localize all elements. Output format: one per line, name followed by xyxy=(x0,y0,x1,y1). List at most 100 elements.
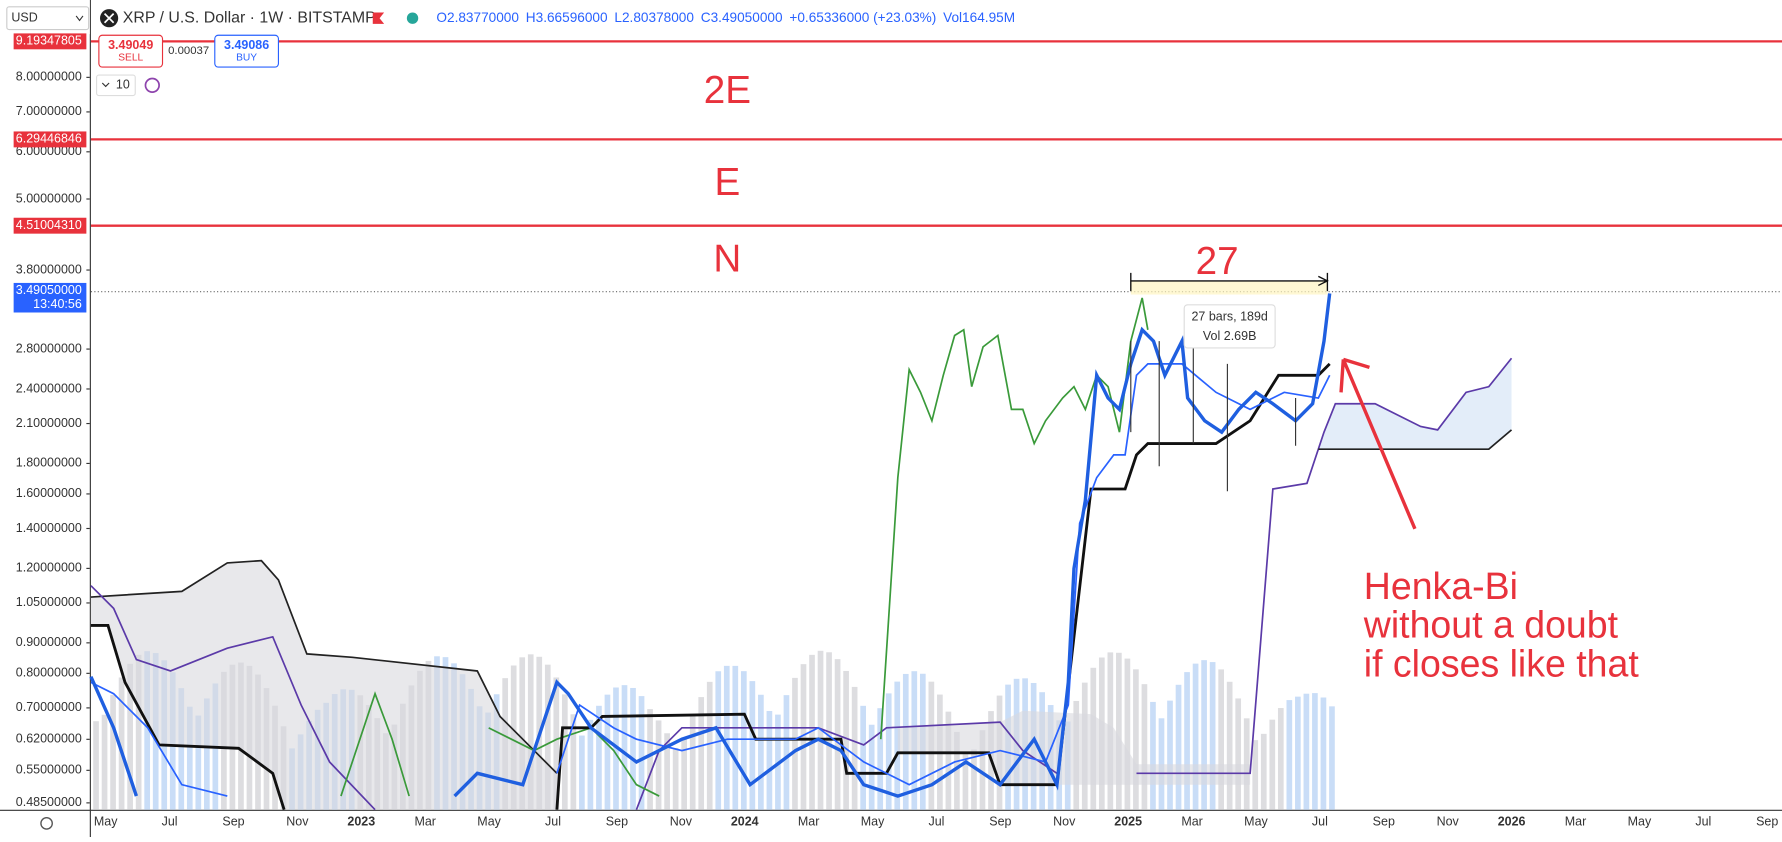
volume-bar-decor xyxy=(647,709,653,810)
symbol-icon-mark xyxy=(103,13,115,24)
volume-bar-decor xyxy=(621,685,628,810)
volume-bar-decor xyxy=(1277,708,1284,810)
volume-bar-decor xyxy=(843,670,849,810)
volume-bar-decor xyxy=(732,665,739,810)
volume-bar-decor xyxy=(740,671,747,810)
volume-bar-decor xyxy=(655,720,662,810)
volume-bar-decor xyxy=(570,714,577,810)
level-badge xyxy=(13,33,87,50)
volume-bar-decor xyxy=(544,664,551,810)
price-tick-label: 2.40000000 xyxy=(16,381,82,395)
price-tick-label: 3.80000000 xyxy=(16,262,82,276)
volume-bar-decor xyxy=(783,695,790,810)
senkou-a xyxy=(90,357,1513,811)
volume-bar-decor xyxy=(638,696,645,810)
volume-bar-decor xyxy=(596,705,602,810)
measure-bars: 27 bars, 189d xyxy=(1191,310,1267,324)
note-line: Henka-Bi xyxy=(1364,565,1518,607)
volume-bar-decor xyxy=(1116,652,1122,810)
tenkan-sen xyxy=(90,363,1331,797)
price-tick-label: 0.48500000 xyxy=(16,795,82,809)
level-label: 9.19347805 xyxy=(16,34,82,48)
time-tick-label: Sep xyxy=(606,815,628,829)
volume-bar-decor xyxy=(672,747,679,810)
measure-area xyxy=(1130,280,1328,295)
sell-label: SELL xyxy=(118,53,143,64)
volume-bar-decor xyxy=(1158,718,1165,810)
volume-bar-decor xyxy=(1235,698,1242,810)
measure-volume: Vol 2.69B xyxy=(1203,329,1256,343)
volume-bar-decor xyxy=(851,686,858,810)
volume-bar-decor xyxy=(698,697,705,810)
quantity-box[interactable] xyxy=(96,74,136,97)
buy-button[interactable] xyxy=(214,34,280,68)
note-arrow xyxy=(1339,357,1417,530)
ohlc-value: O2.83770000 xyxy=(436,10,519,25)
volume-bar-decor xyxy=(894,681,901,810)
volume-bar-decor xyxy=(1167,700,1173,810)
volume-bar-decor xyxy=(1312,693,1318,810)
sell-button[interactable] xyxy=(98,34,164,68)
level-annotation: 2E xyxy=(704,69,751,112)
level-label: 6.29446846 xyxy=(16,132,82,146)
spread: 0.00037 xyxy=(168,45,209,57)
level-annotation: N xyxy=(713,237,741,280)
time-tick-label: Nov xyxy=(1437,815,1460,829)
volume-bar-decor xyxy=(1201,660,1207,810)
price-tick-label: 2.10000000 xyxy=(16,416,82,430)
ohlc: O2.83770000 H3.66596000 L2.80378000 C3.4905… xyxy=(436,10,1015,25)
volume-bar-decor xyxy=(186,706,193,810)
volume-bar-decor xyxy=(868,724,875,810)
volume-bar-decor xyxy=(1218,669,1224,810)
time-tick-label: Jul xyxy=(1695,815,1711,829)
time-tick-label: Sep xyxy=(222,815,244,829)
volume-bar-decor xyxy=(758,694,764,810)
volume-bar-decor xyxy=(723,665,730,810)
volume-bar-decor xyxy=(1260,733,1267,810)
volume-bar-decor xyxy=(664,733,670,810)
time-tick-label: Mar xyxy=(798,815,820,829)
settings-icon[interactable] xyxy=(40,816,53,830)
volume-bar-decor xyxy=(1209,662,1216,810)
volume-bar-decor xyxy=(706,681,713,810)
quantity: 10 xyxy=(116,78,130,92)
price-tick-label: 7.00000000 xyxy=(16,104,82,118)
volume-bar-decor xyxy=(809,654,815,810)
ohlc-value: H3.66596000 xyxy=(526,10,608,25)
price-tick-label: 2.80000000 xyxy=(16,341,82,355)
time-tick-label: Mar xyxy=(1181,815,1203,829)
volume-bar-decor xyxy=(1124,658,1131,810)
volume-bar-decor xyxy=(1295,696,1301,810)
volume-bar-decor xyxy=(118,677,125,810)
flag-icon[interactable] xyxy=(372,12,385,24)
note-line: if closes like that xyxy=(1364,642,1640,684)
time-tick-label: Nov xyxy=(286,815,309,829)
volume-bar-decor xyxy=(527,654,534,810)
volume-bar-decor xyxy=(1133,669,1139,810)
volume-bar-decor xyxy=(1303,693,1310,810)
volume-bar-decor xyxy=(587,719,594,810)
candle-wicks xyxy=(1130,341,1297,492)
currency-select[interactable] xyxy=(6,6,90,31)
senkou-b xyxy=(90,559,558,774)
refresh-icon[interactable] xyxy=(144,77,160,93)
price-tick-label: 1.05000000 xyxy=(16,595,82,609)
volume-bar-decor xyxy=(101,714,108,810)
sell-price: 3.49049 xyxy=(108,38,153,52)
time-tick-label: 2025 xyxy=(1114,815,1142,829)
symbol[interactable]: XRP / U.S. Dollar · 1W · BITSTAMP xyxy=(123,9,376,26)
time-tick-label: May xyxy=(94,815,118,829)
volume-bar-decor xyxy=(800,664,807,810)
dropdown-icon xyxy=(75,15,84,22)
measure-arrow xyxy=(1130,272,1329,292)
price-tick-label: 8.00000000 xyxy=(16,70,82,84)
volume-bar-decor xyxy=(962,754,969,810)
time-tick-label: Jul xyxy=(545,815,561,829)
senkou-b xyxy=(1318,429,1513,451)
volume-bar-decor xyxy=(689,715,696,810)
level-badge xyxy=(13,217,87,234)
measure-count: 27 xyxy=(1196,240,1239,283)
volume-bar-decor xyxy=(766,710,773,810)
